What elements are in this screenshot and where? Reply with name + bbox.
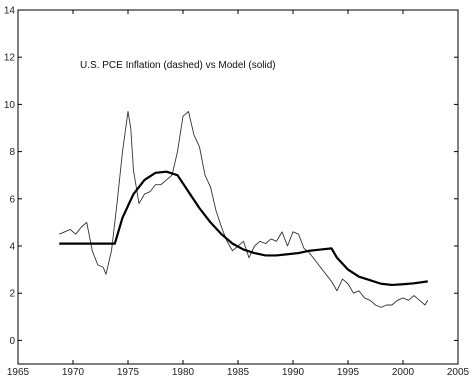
pce-inflation-series-line <box>59 111 429 308</box>
x-tick-label: 2005 <box>447 367 470 378</box>
x-tick-label: 1990 <box>282 367 305 378</box>
y-tick-label: 10 <box>4 100 16 111</box>
y-tick-label: 4 <box>9 242 15 253</box>
x-tick-label: 1975 <box>117 367 140 378</box>
x-tick-label: 1995 <box>337 367 360 378</box>
model-series-line <box>59 170 428 287</box>
axis-ticks <box>17 9 459 364</box>
series-layer <box>59 111 429 308</box>
axis-tick-labels: 1965 1970 1975 1980 1985 1990 1995 2000 2005 0 2 4 6… <box>4 6 470 378</box>
x-tick-label: 1980 <box>172 367 195 378</box>
y-tick-label: 14 <box>4 6 16 17</box>
x-tick-label: 1965 <box>7 367 30 378</box>
x-tick-label: 1970 <box>62 367 85 378</box>
y-tick-label: 2 <box>9 289 15 300</box>
y-tick-label: 12 <box>4 53 16 64</box>
chart-title: U.S. PCE Inflation (dashed) vs Model (so… <box>80 60 276 71</box>
y-tick-label: 8 <box>9 147 15 158</box>
x-tick-label: 2000 <box>392 367 415 378</box>
x-tick-label: 1985 <box>227 367 250 378</box>
y-tick-label: 0 <box>9 336 15 347</box>
y-tick-label: 6 <box>9 194 15 205</box>
